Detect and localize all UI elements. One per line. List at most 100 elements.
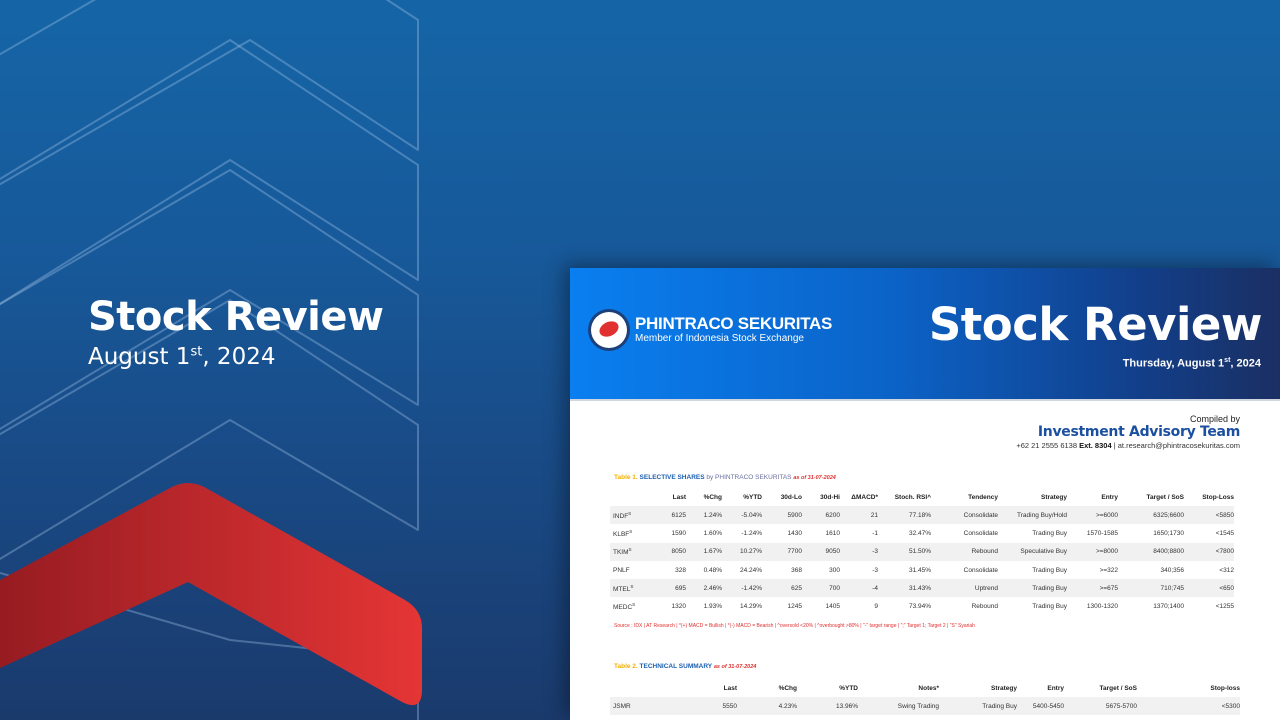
slide-title: Stock Review (88, 294, 384, 340)
table-cell: Trading Buy/Hold (998, 506, 1067, 525)
table-cell: 6200 (802, 506, 840, 525)
phintraco-logo-icon (591, 312, 627, 348)
table-cell: 14.29% (739, 603, 762, 611)
table-cell: 51.50% (878, 542, 931, 561)
table-cell: 1245 (787, 603, 802, 611)
table-row: TKIMS 8050 1.67% 10.27% 7700 9050 -3 51.50% Rebo… (610, 542, 1234, 561)
column-header (610, 679, 700, 697)
table-cell: 31.45% (908, 566, 931, 574)
table-cell: 32.47% (908, 529, 931, 537)
table-cell: -5.04% (722, 506, 762, 525)
table-cell: 5550 (700, 697, 737, 716)
column-header: Target / SoS (1099, 684, 1137, 692)
document-date: Thursday, August 1st, 2024 (1122, 357, 1261, 370)
column-header: %Chg (778, 684, 797, 692)
chevron-outline-3 (0, 169, 419, 431)
table-cell: 4.23% (737, 697, 797, 716)
table-cell: Uptrend (931, 579, 998, 598)
table-cell: 340;356 (1160, 566, 1185, 574)
table-cell: 21 (840, 506, 878, 525)
brand-name: PHINTRACO SEKURITAS (635, 314, 833, 333)
ticker-cell: KLBFS (613, 528, 633, 539)
table-cell: <1545 (1215, 529, 1234, 537)
table-cell: 10.27% (722, 542, 762, 561)
table-row: MTELS 695 2.46% -1.42% 625 700 -4 31.43% Uptrend… (610, 579, 1234, 598)
table-cell: 1405 (825, 603, 840, 611)
column-header: Entry (1101, 493, 1118, 501)
table-cell: 1320 (671, 603, 686, 611)
table-cell: 9050 (802, 542, 840, 561)
table-row: MEDCS 1320 1.93% 14.29% 1245 1405 9 73.94% Rebou… (610, 597, 1234, 615)
column-header: Strategy (1040, 493, 1067, 501)
column-header: %YTD (743, 493, 762, 501)
table-cell: 1590 (671, 529, 686, 537)
table-cell: 24.24% (739, 566, 762, 574)
table-cell: -1.24% (741, 529, 762, 537)
table1-caption: Table 1. SELECTIVE SHARES by PHINTRACO S… (614, 474, 836, 481)
table-cell: 368 (791, 566, 802, 574)
table-cell: 695 (655, 579, 686, 598)
column-header: Stop-loss (1210, 684, 1240, 692)
table-row: PNLF 328 0.48% 24.24% 368 300 -3 31.45% Consolid… (610, 561, 1234, 579)
table-cell: -1 (872, 529, 878, 537)
ticker-cell: MEDCS (613, 602, 636, 612)
table-cell: 5400-5450 (1017, 697, 1064, 716)
table-cell: 8400;8800 (1118, 542, 1184, 561)
chevron-outline-2 (0, 39, 419, 305)
table-cell: 9 (874, 603, 878, 611)
table-cell: Trading Buy (998, 579, 1067, 598)
column-header: %Chg (703, 493, 722, 501)
table-cell: Trading Buy (1032, 529, 1067, 537)
table-cell: >=675 (1067, 579, 1118, 598)
ticker-cell: JSMR (610, 697, 700, 716)
table-cell: -3 (840, 542, 878, 561)
table-cell: Consolidate (963, 566, 998, 574)
table-cell: -1.42% (722, 579, 762, 598)
brand-subtitle: Member of Indonesia Stock Exchange (635, 333, 804, 344)
column-header: Target / SoS (1146, 493, 1184, 501)
table-cell: Trading Buy (1032, 566, 1067, 574)
chevron-outline-1 (0, 0, 419, 186)
table-cell: Consolidate (931, 506, 998, 525)
table-cell: Trading Buy (1032, 603, 1067, 611)
table-cell: 7700 (762, 542, 802, 561)
table-cell: -3 (872, 566, 878, 574)
column-header: Notes* (918, 684, 939, 692)
table-cell: >=6000 (1067, 506, 1118, 525)
column-header: ΔMACD* (851, 493, 878, 501)
ticker-cell: MTELS (610, 579, 655, 598)
table-cell: 300 (829, 566, 840, 574)
selective-shares-table: Last %Chg %YTD 30d-Lo 30d-Hi ΔMACD* Stoch. RSI… (610, 488, 1234, 616)
table-cell: 31.43% (878, 579, 931, 598)
ticker-cell: TKIMS (610, 542, 655, 561)
column-header: Last (723, 684, 737, 692)
column-header: Last (672, 493, 686, 501)
table-cell: 710;745 (1118, 579, 1184, 598)
column-header: Stoch. RSI^ (894, 493, 931, 501)
column-header (610, 488, 655, 506)
team-name: Investment Advisory Team (1037, 424, 1240, 440)
table-cell: 6325;6600 (1118, 506, 1184, 525)
red-chevron (0, 483, 422, 706)
table-cell: Swing Trading (858, 697, 939, 716)
table-row: JSMR 5550 4.23% 13.96% Swing Trading Trading … (610, 697, 1240, 716)
document-preview: PHINTRACO SEKURITAS Member of Indonesia … (570, 268, 1280, 720)
table-cell: Consolidate (963, 529, 998, 537)
column-header: Entry (1047, 684, 1064, 692)
table-cell: 328 (675, 566, 686, 574)
table-cell: <5300 (1137, 697, 1240, 716)
table-row: INDFS 6125 1.24% -5.04% 5900 6200 21 77.18% Cons… (610, 506, 1234, 525)
table-cell: Speculative Buy (998, 542, 1067, 561)
table-cell: 6125 (655, 506, 686, 525)
table-cell: 700 (802, 579, 840, 598)
table-cell: Trading Buy (939, 697, 1017, 716)
table2-caption: Table 2. TECHNICAL SUMMARY as of 31-07-2… (614, 663, 757, 670)
column-header: 30d-Lo (780, 493, 802, 501)
table-cell: 1.67% (686, 542, 722, 561)
column-header: %YTD (839, 684, 858, 692)
header-divider (570, 399, 1280, 401)
table-cell: <1255 (1215, 603, 1234, 611)
column-header: Stop-Loss (1202, 493, 1234, 501)
document-title: Stock Review (928, 298, 1263, 351)
table-row: KLBFS 1590 1.60% -1.24% 1430 1610 -1 32.47% Cons… (610, 524, 1234, 542)
